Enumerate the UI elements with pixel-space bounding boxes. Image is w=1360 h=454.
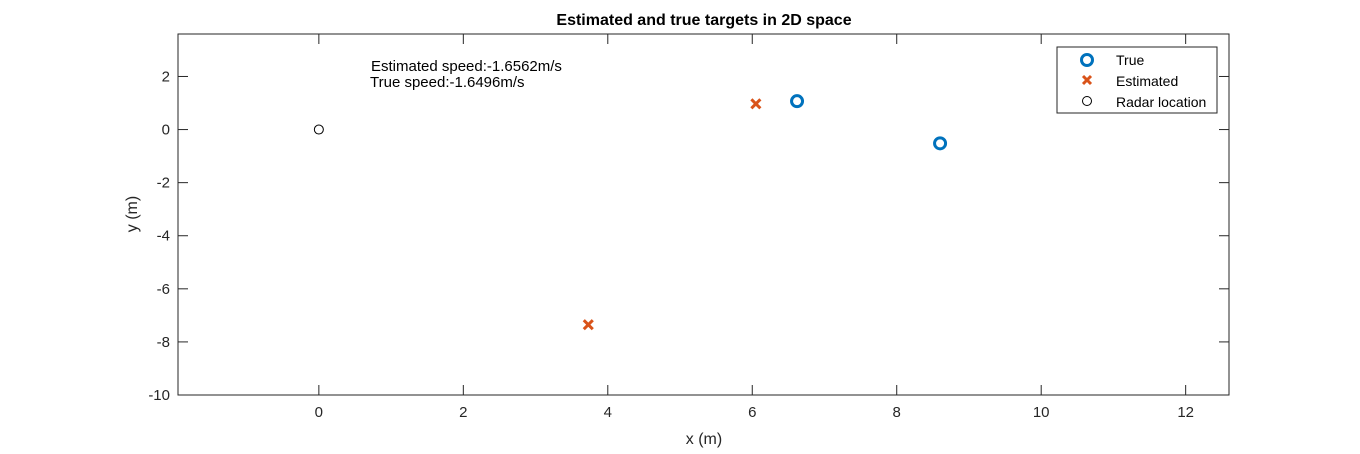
x-tick-label: 8 (893, 404, 901, 421)
point-estimated (750, 98, 762, 110)
point-true (933, 136, 948, 151)
x-tick-label: 10 (1033, 404, 1050, 421)
legend-radar-label: Radar location (1116, 94, 1206, 110)
point-estimated (582, 319, 594, 331)
annotation-true-speed: True speed:-1.6496m/s (370, 74, 525, 91)
legend-estimated-marker (1081, 74, 1093, 86)
plot-area (177, 33, 1230, 396)
x-axis-label: x (m) (686, 431, 722, 448)
y-tick-label: -10 (148, 387, 170, 404)
y-tick-label: -8 (157, 334, 170, 351)
annotation-estimated-speed: Estimated speed:-1.6562m/s (371, 58, 562, 75)
legend-true-marker (1080, 53, 1094, 67)
chart-title: Estimated and true targets in 2D space (556, 12, 851, 29)
legend-estimated-label: Estimated (1116, 73, 1178, 89)
x-tick-label: 6 (748, 404, 756, 421)
y-axis-label: y (m) (124, 196, 141, 232)
legend-box (1056, 46, 1218, 114)
x-tick-label: 0 (315, 404, 323, 421)
legend: True Estimated Radar location (1056, 46, 1218, 114)
point-radar-location (313, 124, 324, 135)
y-tick-label: -4 (157, 228, 170, 245)
legend-true-label: True (1116, 52, 1144, 68)
y-tick-label: -2 (157, 175, 170, 192)
y-tick-label: 0 (162, 122, 170, 139)
y-tick-label: -6 (157, 281, 170, 298)
data-marks (313, 94, 948, 331)
x-tick-label: 12 (1177, 404, 1194, 421)
axis-ticks: 0 2 4 6 8 10 12 -10 -8 -6 -4 -2 0 2 (148, 34, 1229, 421)
x-tick-label: 2 (459, 404, 467, 421)
legend-radar-marker (1082, 96, 1092, 106)
y-tick-label: 2 (162, 68, 170, 85)
x-tick-label: 4 (604, 404, 612, 421)
point-true (790, 94, 805, 109)
